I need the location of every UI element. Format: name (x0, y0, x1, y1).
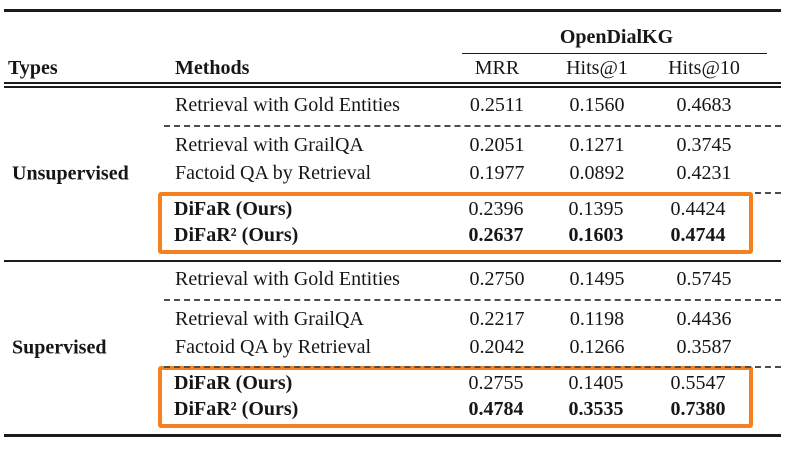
table-row: DiFaR (Ours) 0.2396 0.1395 0.4424 (162, 197, 749, 223)
table-row: DiFaR (Ours) 0.2755 0.1405 0.5547 (162, 371, 749, 397)
method-cell: DiFaR² (Ours) (174, 398, 299, 420)
section-unsupervised: Unsupervised Retrieval with Gold Entities… (4, 88, 781, 260)
group-underline-rule (462, 52, 767, 54)
table-row: DiFaR² (Ours) 0.2637 0.1603 0.4744 (162, 223, 749, 249)
value-cell-hits10: 0.4424 (670, 198, 726, 220)
value-cell-hits10: 0.5547 (670, 372, 726, 394)
method-cell: Retrieval with Gold Entities (175, 94, 400, 116)
value-cell-hits10: 0.4744 (670, 224, 726, 246)
table-row: Factoid QA by Retrieval 0.1977 0.0892 0.423… (4, 160, 781, 188)
value-cell-hits10: 0.4231 (676, 162, 732, 184)
value-cell-hits1: 0.1395 (568, 198, 624, 220)
dashed-separator (164, 124, 781, 127)
table-body: Unsupervised Retrieval with Gold Entities… (4, 88, 781, 434)
value-cell-hits1: 0.3535 (568, 398, 624, 420)
col-header-types: Types (8, 56, 58, 79)
method-cell: Factoid QA by Retrieval (175, 336, 372, 358)
dashed-separator (164, 298, 781, 301)
spacer (172, 12, 452, 54)
method-cell: DiFaR² (Ours) (174, 224, 299, 246)
value-cell-mrr: 0.2511 (469, 94, 525, 116)
value-cell-mrr: 0.2755 (468, 372, 524, 394)
table-row: Retrieval with Gold Entities 0.2511 0.1560… (4, 92, 781, 120)
dataset-group-title: OpenDialKG (559, 25, 674, 48)
method-cell: Factoid QA by Retrieval (175, 162, 372, 184)
table-column-header-row: Types Methods MRR Hits@1 Hits@10 (4, 54, 781, 82)
value-cell-hits1: 0.1560 (569, 94, 625, 116)
value-cell-hits1: 0.1198 (569, 308, 625, 330)
method-cell: DiFaR (Ours) (174, 198, 293, 220)
table-bottom-rule (4, 433, 781, 437)
table-row: Factoid QA by Retrieval 0.2042 0.1266 0.358… (4, 334, 781, 362)
value-cell-hits10: 0.5745 (676, 268, 732, 290)
col-header-hits1: Hits@1 (566, 56, 628, 79)
highlight-box: DiFaR (Ours) 0.2755 0.1405 0.5547 DiFaR² (Ou… (158, 365, 753, 428)
value-cell-mrr: 0.2042 (469, 336, 525, 358)
table-row: Retrieval with GrailQA 0.2051 0.1271 0.3745 (4, 132, 781, 160)
method-cell: DiFaR (Ours) (174, 372, 293, 394)
value-cell-hits10: 0.3745 (676, 134, 732, 156)
spacer (4, 12, 172, 54)
value-cell-hits1: 0.1266 (569, 336, 625, 358)
value-cell-mrr: 0.1977 (469, 162, 525, 184)
value-cell-mrr: 0.2051 (469, 134, 525, 156)
value-cell-mrr: 0.2637 (468, 224, 524, 246)
value-cell-mrr: 0.2217 (469, 308, 525, 330)
highlight-box: DiFaR (Ours) 0.2396 0.1395 0.4424 DiFaR² (Ou… (158, 191, 753, 254)
value-cell-hits10: 0.4436 (676, 308, 732, 330)
value-cell-mrr: 0.4784 (468, 398, 524, 420)
table-row: DiFaR² (Ours) 0.4784 0.3535 0.7380 (162, 397, 749, 423)
value-cell-hits1: 0.0892 (569, 162, 625, 184)
type-label: Supervised (12, 336, 107, 358)
section-divider-rule (4, 259, 781, 262)
table-top-rule (4, 9, 781, 12)
value-cell-hits10: 0.4683 (676, 94, 732, 116)
group-header-cell: OpenDialKG (452, 12, 781, 54)
value-cell-mrr: 0.2396 (468, 198, 524, 220)
value-cell-hits1: 0.1271 (569, 134, 625, 156)
value-cell-hits1: 0.1603 (568, 224, 624, 246)
col-header-methods: Methods (175, 56, 250, 79)
table-group-header-row: OpenDialKG (4, 12, 781, 54)
type-label: Unsupervised (12, 162, 129, 184)
method-cell: Retrieval with Gold Entities (175, 268, 400, 290)
dashed-separator (164, 365, 781, 368)
table-row: Retrieval with GrailQA 0.2217 0.1198 0.4436 (4, 306, 781, 334)
section-supervised: Supervised Retrieval with Gold Entities 0.… (4, 262, 781, 434)
value-cell-hits10: 0.7380 (670, 398, 726, 420)
method-cell: Retrieval with GrailQA (175, 308, 364, 330)
value-cell-hits1: 0.1405 (568, 372, 624, 394)
col-header-hits10: Hits@10 (668, 56, 740, 79)
value-cell-mrr: 0.2750 (469, 268, 525, 290)
value-cell-hits1: 0.1495 (569, 268, 625, 290)
header-double-rule (4, 82, 781, 88)
table-row: Retrieval with Gold Entities 0.2750 0.1495… (4, 266, 781, 294)
value-cell-hits10: 0.3587 (676, 336, 732, 358)
col-header-mrr: MRR (474, 56, 520, 79)
method-cell: Retrieval with GrailQA (175, 134, 364, 156)
